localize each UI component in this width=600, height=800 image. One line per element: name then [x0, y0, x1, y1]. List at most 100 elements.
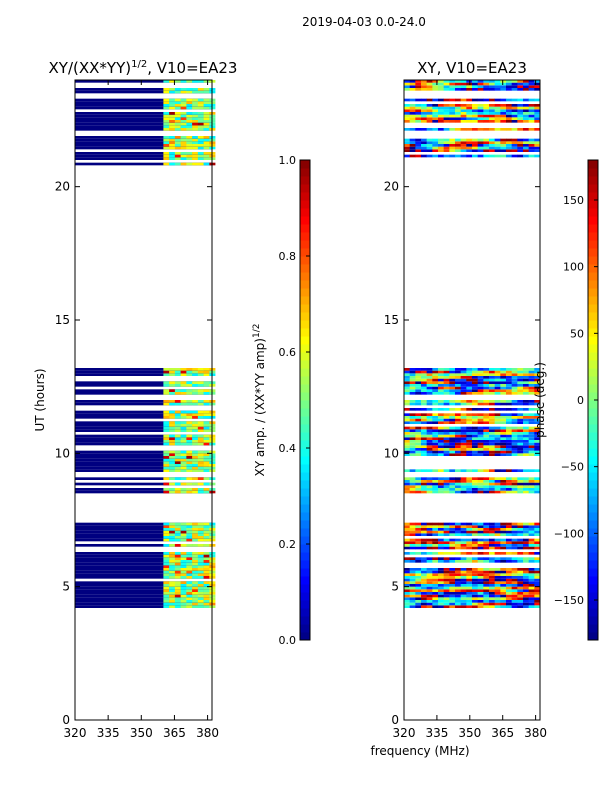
phase-cell [511, 538, 518, 542]
phase-cell [489, 552, 495, 555]
phase-cell [415, 82, 422, 86]
phase-cell [483, 408, 490, 411]
amplitude-cell [203, 128, 210, 131]
phase-cell [534, 522, 541, 526]
phase-cell [415, 373, 422, 376]
phase-cell [438, 485, 444, 488]
phase-cell [455, 82, 461, 86]
phase-cell [494, 378, 501, 382]
phase-cell [432, 453, 439, 456]
phase-cell [443, 448, 450, 451]
phase-cell [494, 482, 501, 486]
phase-cell [415, 485, 422, 488]
phase-cell [534, 584, 541, 587]
amplitude-cell [163, 533, 170, 536]
phase-cell [421, 600, 427, 603]
phase-cell [472, 400, 478, 403]
phase-cell [466, 546, 473, 550]
phase-cell [483, 421, 490, 424]
phase-cell [415, 445, 422, 448]
phase-cell [483, 533, 490, 536]
amplitude-row [75, 429, 212, 432]
phase-cell [443, 442, 450, 446]
phase-cell [455, 552, 461, 555]
amplitude-cell [180, 117, 187, 120]
phase-cell [426, 106, 433, 110]
phase-cell [511, 544, 518, 547]
amplitude-cell [197, 456, 204, 459]
amplitude-row [75, 384, 212, 387]
amplitude-cell [180, 426, 187, 430]
phase-cell [415, 602, 422, 606]
phase-cell [443, 576, 450, 579]
phase-cell [466, 469, 473, 472]
phase-cell [528, 546, 535, 550]
colorbar-segment [300, 384, 310, 393]
phase-cell [466, 594, 473, 598]
phase-cell [506, 522, 512, 526]
amplitude-cell [203, 125, 210, 128]
phase-cell [455, 112, 461, 115]
colorbar-segment [300, 208, 310, 217]
amplitude-row [75, 573, 212, 576]
phase-cell [426, 426, 433, 430]
amplitude-cell [186, 429, 193, 432]
phase-cell [489, 450, 495, 454]
phase-cell [455, 370, 461, 374]
colorbar-segment [588, 632, 598, 641]
amplitude-cell [186, 162, 193, 166]
colorbar-segment [300, 568, 310, 577]
phase-cell [426, 370, 433, 374]
amplitude-cell [186, 560, 193, 563]
amplitude-cell [197, 594, 204, 598]
phase-cell [449, 138, 456, 142]
amplitude-cell [197, 568, 204, 571]
phase-cell [449, 80, 456, 83]
phase-cell [500, 600, 507, 603]
phase-cell [500, 426, 507, 430]
phase-cell [483, 552, 490, 555]
phase-cell [534, 557, 541, 560]
phase-cell [404, 522, 410, 526]
phase-cell [500, 469, 507, 472]
phase-cell [517, 594, 524, 598]
phase-cell [528, 440, 535, 443]
phase-cell [455, 522, 461, 526]
phase-cell [426, 85, 433, 88]
amplitude-cell [180, 138, 187, 142]
phase-cell [477, 418, 484, 422]
amplitude-cell [197, 429, 204, 432]
phase-cell [517, 384, 524, 387]
phase-cell [432, 448, 439, 451]
phase-cell [472, 442, 478, 446]
phase-cell [432, 557, 439, 560]
amplitude-row [75, 112, 212, 115]
phase-cell [472, 453, 478, 456]
phase-cell [477, 378, 484, 382]
amplitude-cell [169, 402, 176, 406]
phase-cell [511, 581, 518, 584]
amplitude-cell [203, 488, 210, 491]
phase-cell [404, 485, 410, 488]
phase-cell [489, 146, 495, 150]
phase-cell [455, 581, 461, 584]
phase-cell [449, 85, 456, 88]
amplitude-cell [180, 144, 187, 147]
amplitude-cell [203, 544, 210, 547]
phase-cell [500, 386, 507, 390]
colorbar-segment [300, 392, 310, 401]
amplitude-cell [169, 136, 176, 139]
amplitude-cell [192, 141, 199, 144]
amplitude-cell [203, 533, 210, 536]
phase-cell [404, 426, 410, 430]
amplitude-row [75, 437, 212, 440]
phase-cell [421, 573, 427, 576]
phase-cell [483, 445, 490, 448]
phase-cell [500, 584, 507, 587]
phase-cell [432, 106, 439, 110]
amplitude-cell [174, 589, 181, 592]
phase-cell [449, 533, 456, 536]
phase-cell [421, 448, 427, 451]
amplitude-cell [180, 554, 187, 558]
amplitude-cell [192, 157, 199, 160]
